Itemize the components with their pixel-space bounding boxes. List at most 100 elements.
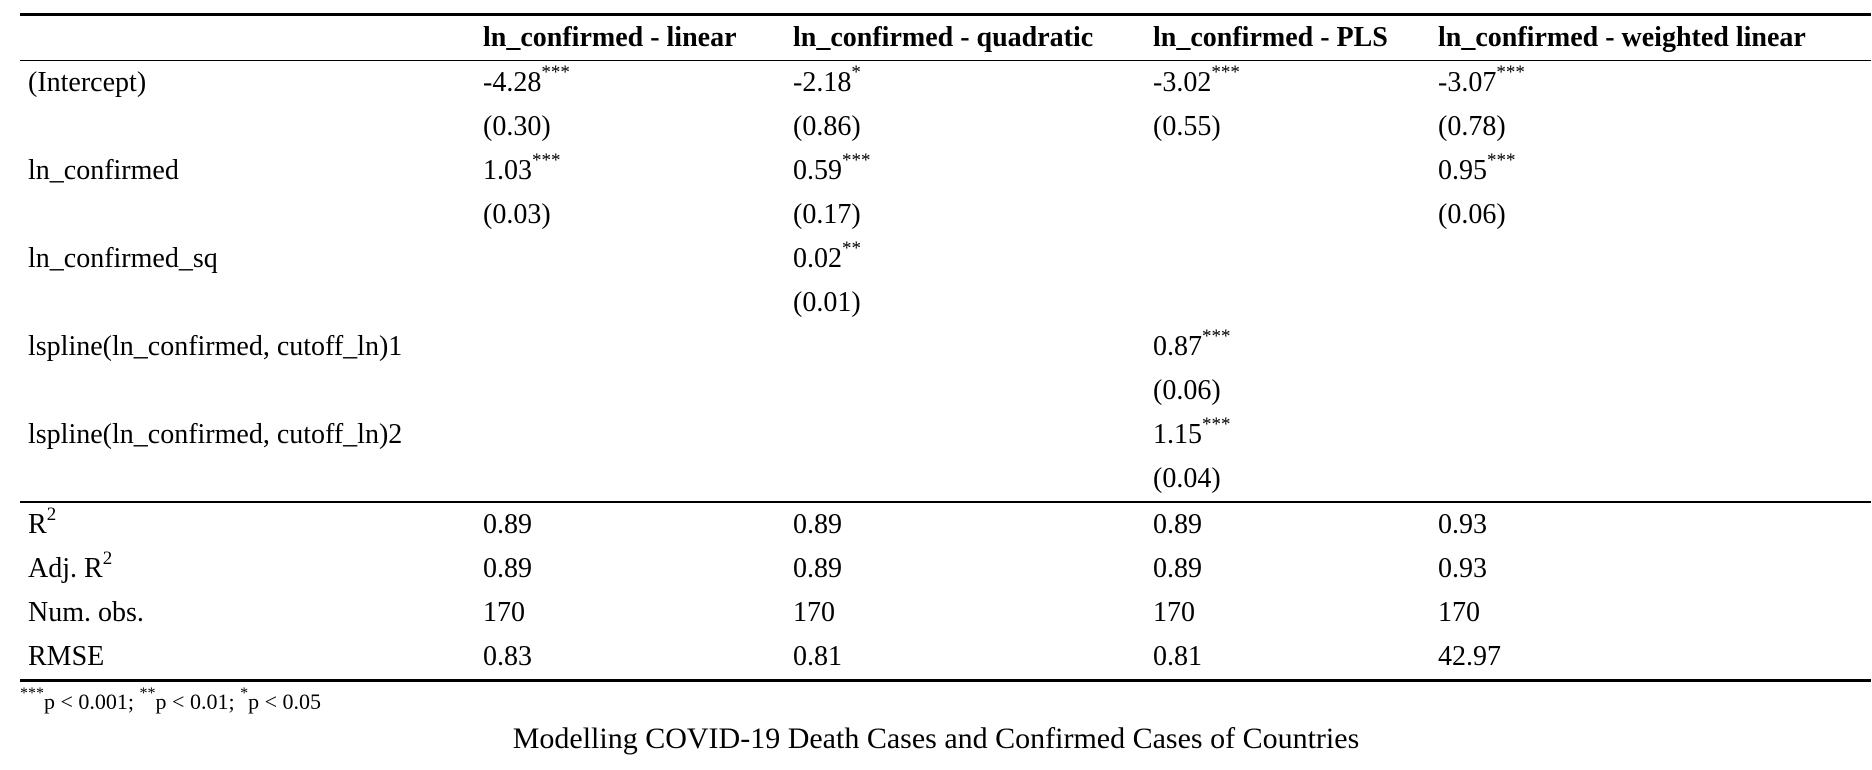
statistic-value: 170 (483, 597, 525, 628)
estimate-cell (1430, 325, 1871, 369)
statistic-label-text: Num. obs. (28, 597, 144, 628)
statistic-value: 0.83 (483, 641, 532, 672)
coefficient-row: lspline(ln_confirmed, cutoff_ln)1 0.87*** (20, 325, 1871, 369)
statistic-value: 0.89 (475, 501, 785, 547)
statistic-value: 0.89 (1153, 553, 1202, 584)
estimate-cell (1145, 237, 1430, 281)
estimate-cell: 0.59*** (785, 149, 1145, 193)
column-header: ln_confirmed - PLS (1145, 14, 1430, 61)
standard-error-cell (1430, 281, 1871, 325)
statistic-value: 0.89 (793, 553, 842, 584)
estimate-value: -2.18 (793, 67, 852, 98)
statistic-value: 170 (1438, 597, 1480, 628)
header-row: ln_confirmed - linear ln_confirmed - qua… (20, 14, 1871, 61)
statistic-value: 170 (793, 597, 835, 628)
standard-error-cell (1430, 369, 1871, 413)
estimate-cell: -3.07*** (1430, 61, 1871, 106)
estimate-cell (785, 413, 1145, 457)
term-label: ln_confirmed (28, 155, 179, 186)
statistic-value: 170 (1153, 597, 1195, 628)
estimate-cell: -3.02*** (1145, 61, 1430, 106)
significance-stars: *** (842, 149, 871, 171)
significance-stars: *** (1211, 61, 1240, 83)
estimate-cell: 0.95*** (1430, 149, 1871, 193)
term-label: (Intercept) (28, 67, 147, 98)
statistic-label: Num. obs. (20, 591, 475, 635)
standard-error-row: (0.03) (0.17) (0.06) (20, 193, 1871, 237)
standard-error-cell: (0.06) (1153, 375, 1221, 406)
estimate-cell (1430, 237, 1871, 281)
estimate-cell: 0.87*** (1145, 325, 1430, 369)
statistic-label: RMSE (20, 635, 475, 681)
column-header: ln_confirmed - quadratic (785, 14, 1145, 61)
standard-error-row: (0.06) (20, 369, 1871, 413)
regression-table: ln_confirmed - linear ln_confirmed - qua… (20, 13, 1871, 682)
significance-stars: *** (541, 61, 570, 83)
estimate-cell: -4.28*** (475, 61, 785, 106)
statistic-row: Num. obs. 170 170 170 170 (20, 591, 1871, 635)
standard-error-row: (0.30) (0.86) (0.55) (0.78) (20, 105, 1871, 149)
standard-error-cell (475, 457, 785, 502)
term-label: lspline(ln_confirmed, cutoff_ln)1 (28, 331, 403, 362)
statistic-value: 42.97 (1438, 641, 1501, 672)
estimate-value: 0.95 (1438, 155, 1487, 186)
estimate-value: -3.02 (1153, 67, 1212, 98)
note-text: p < 0.01; (155, 689, 241, 714)
statistic-label: R2 (20, 501, 475, 547)
standard-error-cell: (0.04) (1153, 463, 1221, 494)
statistic-row: R2 0.89 0.89 0.89 0.93 (20, 501, 1871, 547)
coefficient-row: ln_confirmed 1.03*** 0.59*** 0.95*** (20, 149, 1871, 193)
estimate-value: 0.59 (793, 155, 842, 186)
note-stars: ** (139, 684, 156, 702)
coefficient-row: (Intercept) -4.28*** -2.18* -3.02*** -3.07**… (20, 61, 1871, 106)
table-body: (Intercept) -4.28*** -2.18* -3.02*** -3.07**… (20, 61, 1871, 681)
column-header: ln_confirmed - linear (475, 14, 785, 61)
estimate-value: 0.02 (793, 243, 842, 274)
statistic-value: 0.81 (1153, 641, 1202, 672)
note-stars: * (240, 684, 249, 702)
estimate-value: 1.03 (483, 155, 532, 186)
significance-stars: ** (842, 237, 861, 259)
estimate-value: -4.28 (483, 67, 542, 98)
coefficient-row: lspline(ln_confirmed, cutoff_ln)2 1.15*** (20, 413, 1871, 457)
significance-note: ***p < 0.001; **p < 0.01; *p < 0.05 (20, 685, 321, 715)
significance-stars: *** (1487, 149, 1516, 171)
significance-stars: * (851, 61, 861, 83)
standard-error-cell (475, 369, 785, 413)
estimate-cell: 1.15*** (1145, 413, 1430, 457)
statistic-label-superscript: 2 (46, 503, 57, 525)
standard-error-cell (1145, 281, 1430, 325)
statistic-value: 0.89 (483, 553, 532, 584)
statistic-row: RMSE 0.83 0.81 0.81 42.97 (20, 635, 1871, 681)
statistic-label-text: RMSE (28, 641, 105, 672)
standard-error-cell: (0.86) (793, 111, 861, 142)
empty-cell (20, 193, 475, 237)
estimate-value: 1.15 (1153, 419, 1202, 450)
estimate-cell (1145, 149, 1430, 193)
estimate-value: 0.87 (1153, 331, 1202, 362)
statistic-label-text: Adj. R (28, 553, 103, 584)
estimate-value: -3.07 (1438, 67, 1497, 98)
standard-error-cell (475, 281, 785, 325)
statistic-label: Adj. R2 (20, 547, 475, 591)
significance-stars: *** (1496, 61, 1525, 83)
standard-error-row: (0.01) (20, 281, 1871, 325)
standard-error-cell (1430, 457, 1871, 502)
empty-cell (20, 457, 475, 502)
statistic-value: 0.93 (1430, 501, 1871, 547)
standard-error-cell: (0.30) (483, 111, 551, 142)
significance-stars: *** (532, 149, 561, 171)
estimate-cell: 0.02** (785, 237, 1145, 281)
estimate-cell (475, 413, 785, 457)
significance-stars: *** (1202, 413, 1231, 435)
estimate-cell (785, 325, 1145, 369)
column-header (20, 14, 475, 61)
statistic-value: 0.81 (793, 641, 842, 672)
estimate-cell (1430, 413, 1871, 457)
estimate-cell (475, 325, 785, 369)
estimate-cell: -2.18* (785, 61, 1145, 106)
table-caption: Modelling COVID-19 Death Cases and Confi… (512, 722, 1360, 755)
standard-error-cell (785, 457, 1145, 502)
standard-error-cell: (0.01) (793, 287, 861, 318)
note-stars: *** (20, 684, 44, 702)
